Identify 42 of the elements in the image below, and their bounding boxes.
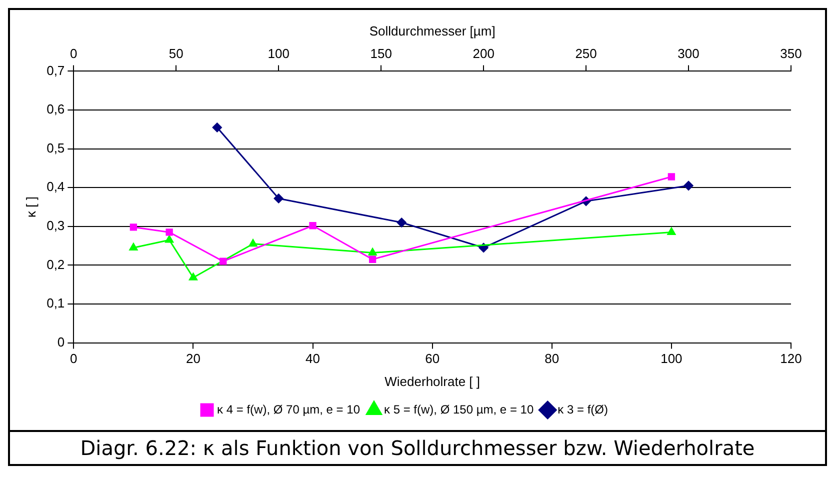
x2-tick-label: 250 — [575, 46, 597, 61]
x2-tick-label: 0 — [70, 46, 78, 61]
x-tick-label: 100 — [660, 351, 682, 366]
y-tick-label: 0 — [57, 334, 65, 350]
legend-label: κ 3 = f(Ø) — [558, 402, 608, 416]
x2-tick-label: 300 — [678, 46, 700, 61]
x2-tick-label: 100 — [268, 46, 290, 61]
y-tick-label: 0,3 — [46, 218, 65, 233]
point — [368, 248, 377, 256]
x-axis-title: Wiederholrate [ ] — [384, 374, 480, 389]
y-tick-label: 0,4 — [46, 179, 65, 194]
point — [130, 224, 138, 231]
point — [248, 239, 258, 247]
y-tick-label: 0,6 — [46, 102, 65, 117]
point — [309, 222, 316, 230]
x2-tick-label: 150 — [370, 46, 392, 61]
x-tick-label: 120 — [780, 351, 802, 366]
y-tick-label: 0,7 — [46, 62, 65, 78]
point — [165, 235, 174, 243]
y-tick-label: 0,2 — [46, 256, 65, 272]
point — [166, 228, 173, 236]
y-axis-title: κ [ ] — [23, 196, 38, 218]
x-tick-label: 40 — [306, 351, 320, 366]
point — [368, 256, 376, 263]
x2-axis-title: Solldurchmesser [µm] — [369, 23, 496, 38]
point — [220, 258, 227, 265]
point — [129, 242, 138, 250]
point — [667, 227, 676, 235]
x-tick-label: 80 — [544, 351, 560, 366]
legend-label: κ 4 = f(w), Ø 70 µm, e = 10 — [217, 402, 360, 416]
x-tick-label: 20 — [186, 351, 200, 366]
legend-label: κ 5 = f(w), Ø 150 µm, e = 10 — [384, 402, 534, 416]
x2-tick-label: 50 — [168, 46, 184, 61]
y-tick-label: 0,1 — [46, 296, 65, 311]
x-tick-label: 60 — [425, 351, 440, 366]
x2-tick-label: 200 — [472, 46, 494, 61]
y-tick-label: 0,5 — [46, 140, 65, 156]
point — [189, 272, 198, 280]
point — [668, 173, 676, 180]
x-tick-label: 0 — [70, 351, 78, 366]
x2-tick-label: 350 — [780, 46, 802, 61]
text: Diagr. 6.22: κ als Funktion von Solldurchmesser bzw. Wiederholrate — [10, 430, 825, 464]
